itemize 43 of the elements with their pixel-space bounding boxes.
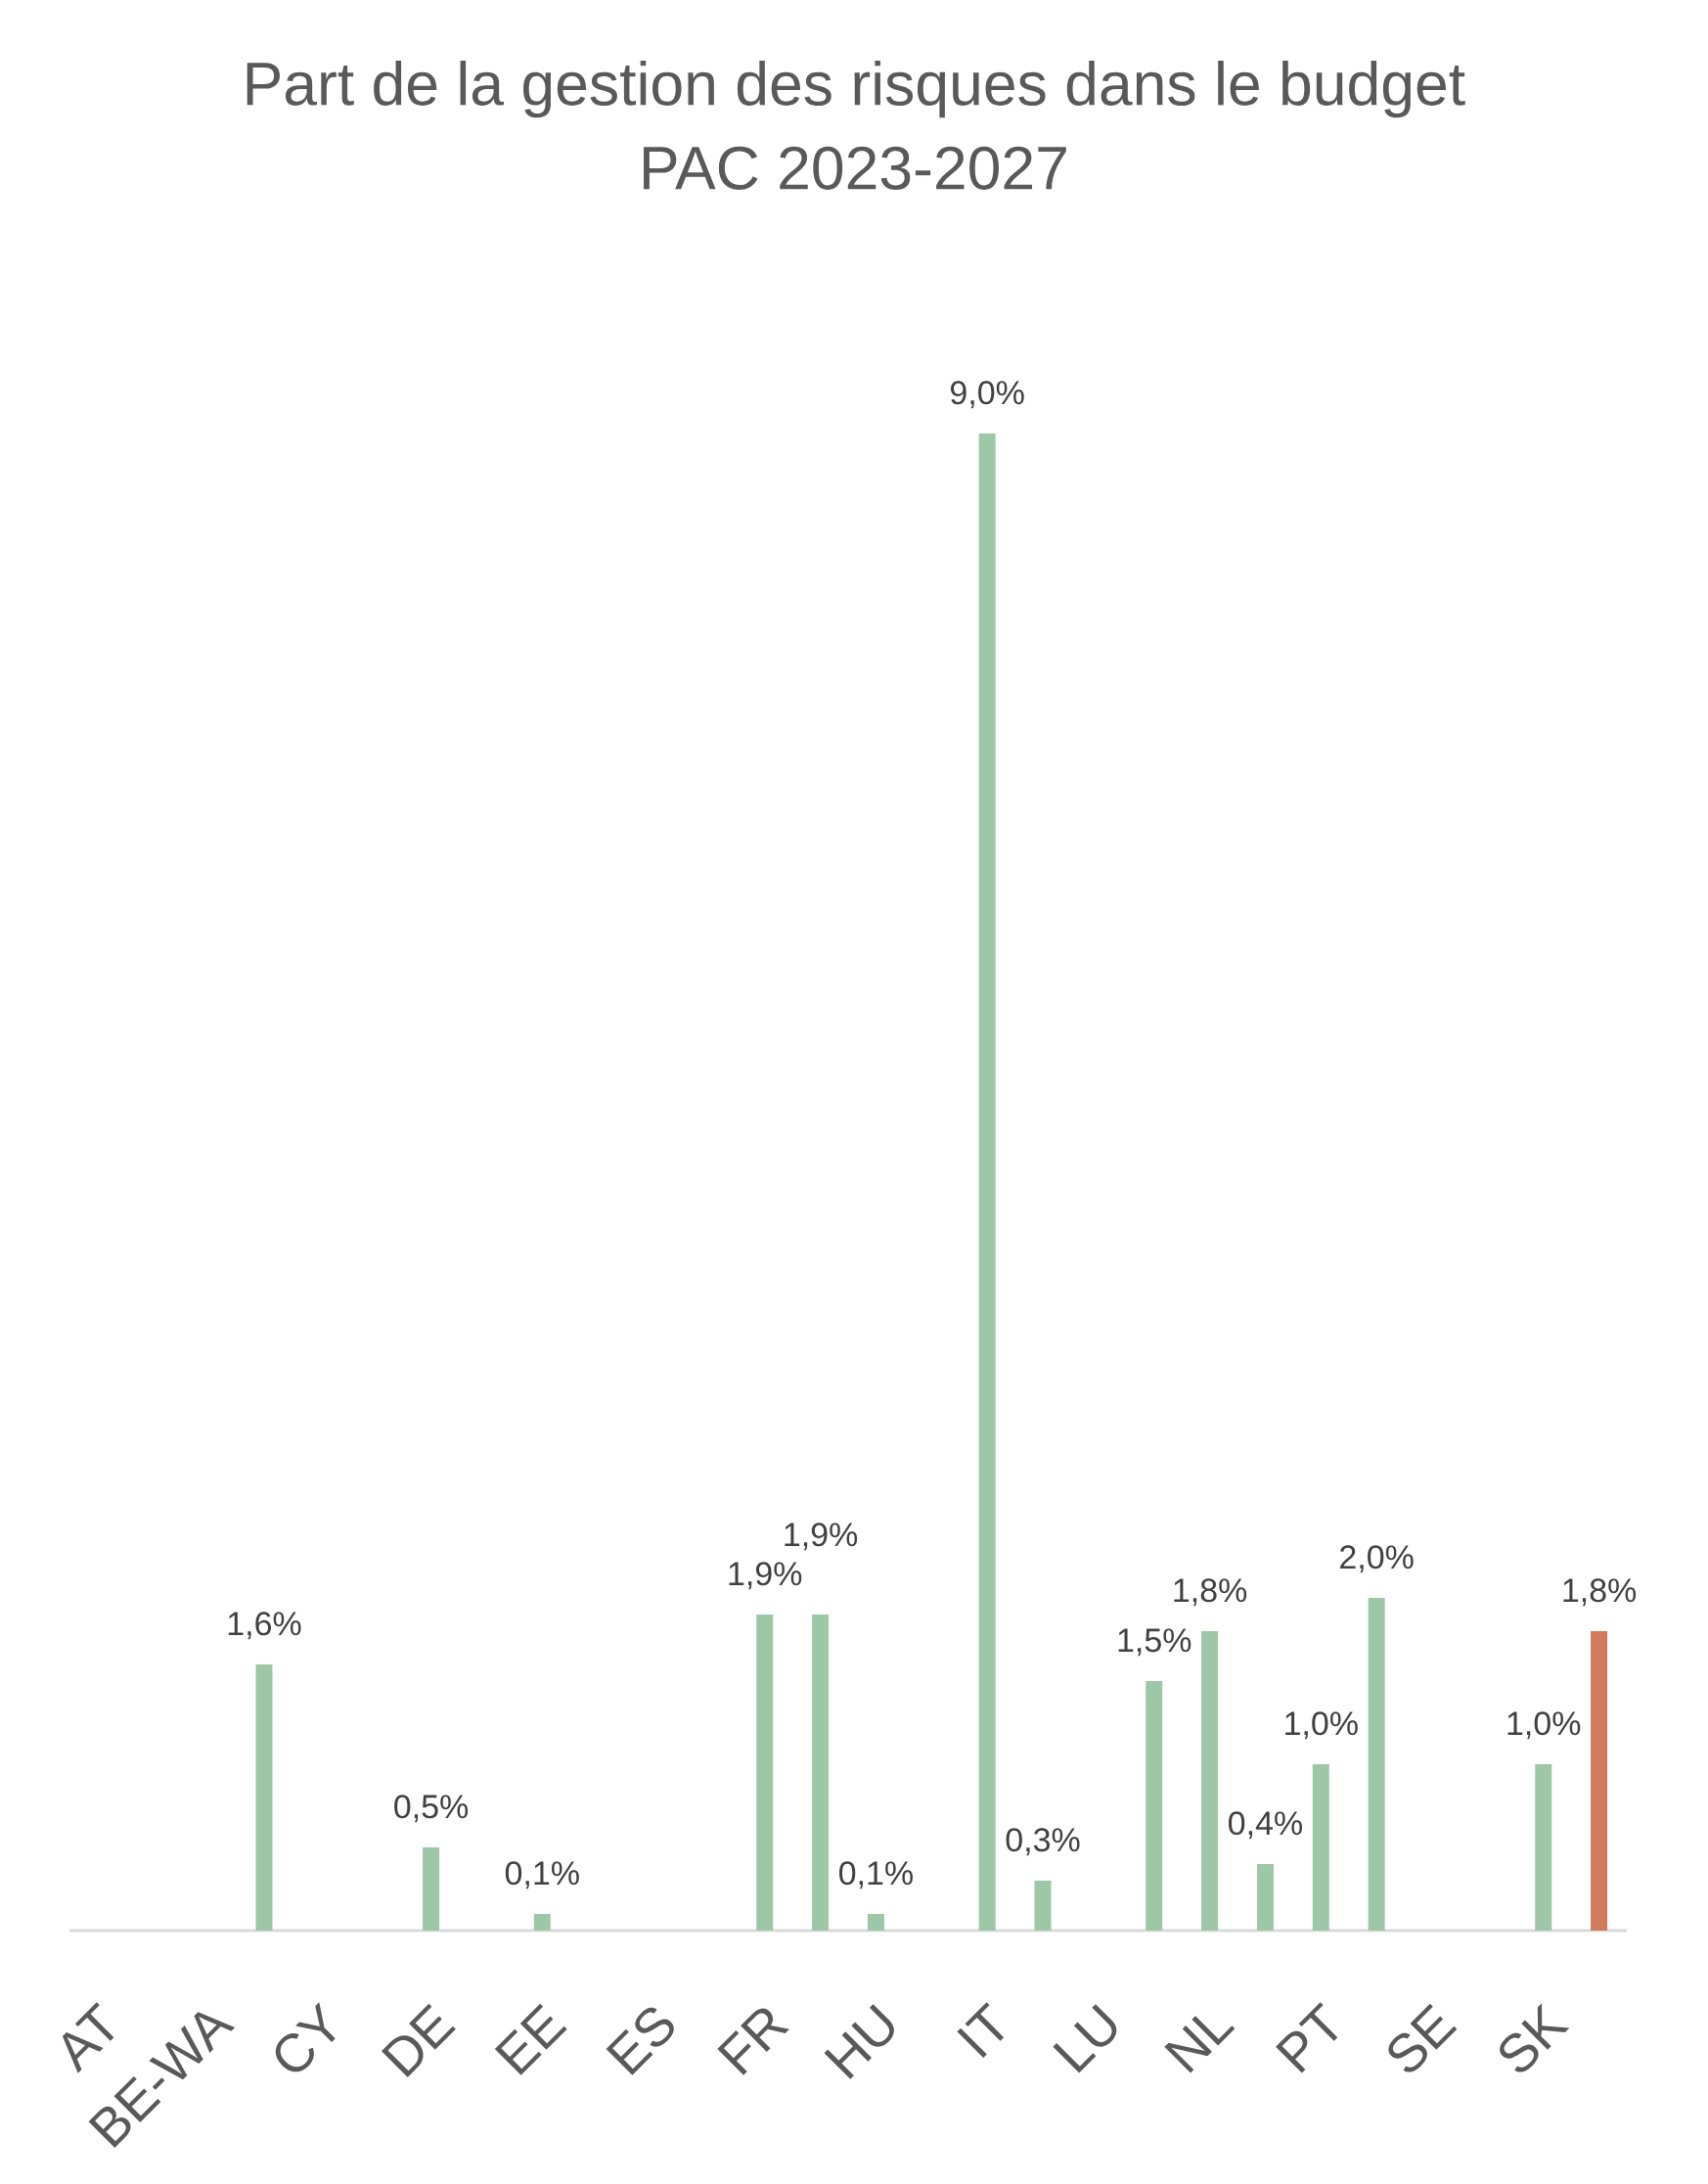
bar <box>533 1914 551 1931</box>
data-label: 1,9% <box>785 1523 858 1551</box>
data-label: 1,5% <box>1118 1628 1191 1657</box>
bar <box>1146 1680 1163 1931</box>
bar <box>1034 1880 1052 1931</box>
x-tick-label: SK <box>1500 2003 1570 2072</box>
x-tick-label: NL <box>1164 2016 1236 2073</box>
bar <box>1368 1597 1385 1931</box>
data-label: 1,0% <box>1507 1711 1581 1740</box>
x-tick-label: CY <box>275 2002 336 2072</box>
chart-title: Part de la gestion des risques dans le budget PAC 2023-2027 <box>247 61 1465 190</box>
bar <box>978 432 996 1931</box>
bar <box>1535 1763 1552 1931</box>
data-label: 0,3% <box>1006 1828 1080 1856</box>
data-label: 1,8% <box>1174 1578 1247 1607</box>
x-tick-label: SE <box>1388 2003 1458 2072</box>
bar <box>1256 1863 1274 1931</box>
x-tick-label: DE <box>382 2003 456 2077</box>
x-tick-label: FR <box>717 2008 789 2075</box>
data-label: 1,9% <box>729 1562 802 1590</box>
data-label: 1,6% <box>228 1612 301 1640</box>
bar <box>812 1614 830 1931</box>
bar <box>423 1846 440 1931</box>
data-label: 0,1% <box>505 1861 579 1889</box>
bar <box>255 1663 273 1931</box>
bar <box>867 1914 884 1931</box>
x-tick-label: LU <box>1053 2004 1117 2073</box>
data-label: 0,5% <box>394 1795 469 1823</box>
data-label: 0,1% <box>839 1861 913 1889</box>
data-label: 9,0% <box>951 381 1024 409</box>
data-label: 1,0% <box>1285 1711 1358 1740</box>
data-label: 0,4% <box>1229 1811 1302 1840</box>
x-tick-label: ES <box>606 2007 674 2075</box>
bar <box>1312 1763 1329 1931</box>
x-tick-label: PT <box>1276 2002 1338 2073</box>
bar <box>1201 1631 1219 1931</box>
data-label: 1,8% <box>1563 1578 1637 1607</box>
bar <box>1591 1631 1608 1931</box>
x-tick-label: IT <box>957 2002 1005 2059</box>
x-tick-label: EE <box>494 2003 567 2075</box>
x-tick-label: HU <box>824 2004 894 2079</box>
data-label: 2,0% <box>1340 1545 1414 1573</box>
bar <box>756 1614 774 1931</box>
